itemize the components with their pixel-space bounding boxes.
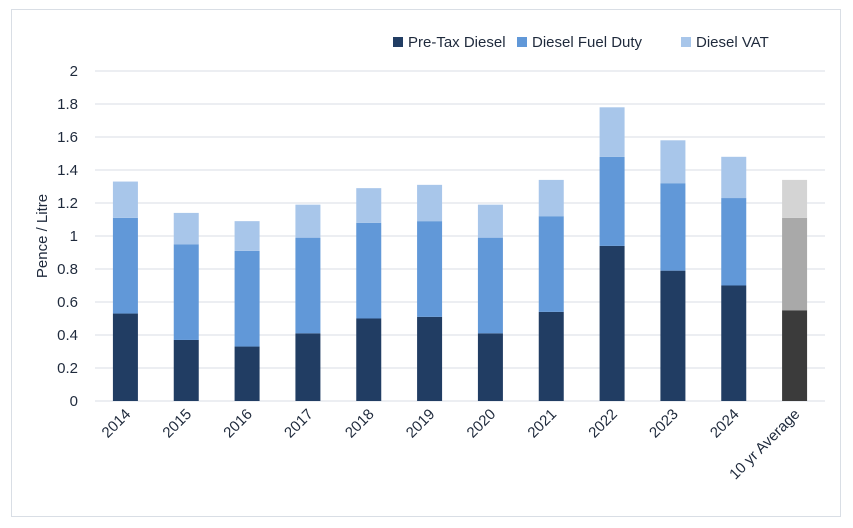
bar-segment-diesel-vat bbox=[477, 204, 503, 238]
y-tick-label: 1 bbox=[70, 228, 78, 245]
bar-segment-diesel-vat bbox=[782, 179, 808, 218]
x-tick-label: 2024 bbox=[707, 406, 743, 442]
bar-segment-diesel-vat bbox=[538, 179, 564, 217]
bar-segment-pre-tax-diesel bbox=[173, 339, 199, 401]
bar-segment-pre-tax-diesel bbox=[477, 333, 503, 401]
bar-segment-diesel-fuel-duty bbox=[721, 198, 747, 286]
bar-segment-diesel-fuel-duty bbox=[234, 250, 260, 347]
y-tick-label: 0.4 bbox=[57, 327, 78, 344]
bar-segment-diesel-fuel-duty bbox=[477, 237, 503, 334]
bar-segment-diesel-vat bbox=[417, 184, 443, 222]
bar-segment-pre-tax-diesel bbox=[356, 318, 382, 401]
y-tick-label: 1.4 bbox=[57, 162, 78, 179]
bar-segment-diesel-vat bbox=[599, 107, 625, 157]
legend-label: Pre-Tax Diesel bbox=[408, 34, 506, 51]
legend-swatch bbox=[517, 37, 527, 47]
bar-segment-diesel-fuel-duty bbox=[538, 216, 564, 312]
legend-swatch bbox=[393, 37, 403, 47]
x-tick-label: 2018 bbox=[342, 406, 378, 442]
y-tick-label: 1.2 bbox=[57, 195, 78, 212]
bar-segment-diesel-vat bbox=[721, 156, 747, 199]
bar-segment-pre-tax-diesel bbox=[599, 245, 625, 401]
x-tick-label: 2021 bbox=[524, 406, 560, 442]
x-tick-label: 2019 bbox=[403, 406, 439, 442]
bar-segment-diesel-fuel-duty bbox=[173, 244, 199, 340]
legend-swatch bbox=[681, 37, 691, 47]
y-axis-label: Pence / Litre bbox=[34, 194, 51, 278]
x-tick-label: 2017 bbox=[281, 406, 317, 442]
x-tick-label: 2015 bbox=[159, 406, 195, 442]
y-tick-label: 1.6 bbox=[57, 129, 78, 146]
bar-segment-pre-tax-diesel bbox=[782, 310, 808, 401]
bar-segment-pre-tax-diesel bbox=[417, 316, 443, 401]
bar-segment-diesel-fuel-duty bbox=[112, 217, 138, 314]
bar-segment-diesel-vat bbox=[660, 140, 686, 184]
bar-segment-diesel-vat bbox=[356, 188, 382, 223]
bar-segment-pre-tax-diesel bbox=[112, 313, 138, 401]
bar-segment-pre-tax-diesel bbox=[538, 311, 564, 401]
bar-segment-pre-tax-diesel bbox=[295, 333, 321, 401]
bar-segment-diesel-fuel-duty bbox=[295, 237, 321, 334]
legend-label: Diesel Fuel Duty bbox=[532, 34, 643, 51]
y-tick-label: 1.8 bbox=[57, 96, 78, 113]
y-tick-label: 2 bbox=[70, 63, 78, 80]
bar-segment-diesel-vat bbox=[173, 212, 199, 245]
legend-label: Diesel VAT bbox=[696, 34, 769, 51]
x-tick-label: 2014 bbox=[99, 406, 135, 442]
bar-segment-pre-tax-diesel bbox=[234, 346, 260, 401]
bar-segment-diesel-fuel-duty bbox=[417, 221, 443, 317]
x-tick-label: 2022 bbox=[585, 406, 621, 442]
bar-segment-diesel-fuel-duty bbox=[599, 156, 625, 246]
x-tick-label: 2016 bbox=[220, 406, 256, 442]
x-tick-label: 2020 bbox=[464, 406, 500, 442]
bar-segment-diesel-vat bbox=[112, 181, 138, 218]
y-tick-label: 0 bbox=[70, 393, 78, 410]
bar-segment-diesel-fuel-duty bbox=[356, 222, 382, 319]
y-tick-label: 0.2 bbox=[57, 360, 78, 377]
bar-segment-diesel-fuel-duty bbox=[660, 183, 686, 271]
y-tick-label: 0.8 bbox=[57, 261, 78, 278]
bar-segment-diesel-vat bbox=[234, 221, 260, 251]
x-tick-label: 2023 bbox=[646, 406, 682, 442]
bar-segment-pre-tax-diesel bbox=[721, 285, 747, 401]
y-tick-label: 0.6 bbox=[57, 294, 78, 311]
bar-segment-diesel-vat bbox=[295, 204, 321, 238]
bar-segment-diesel-fuel-duty bbox=[782, 217, 808, 311]
bar-segment-pre-tax-diesel bbox=[660, 270, 686, 401]
